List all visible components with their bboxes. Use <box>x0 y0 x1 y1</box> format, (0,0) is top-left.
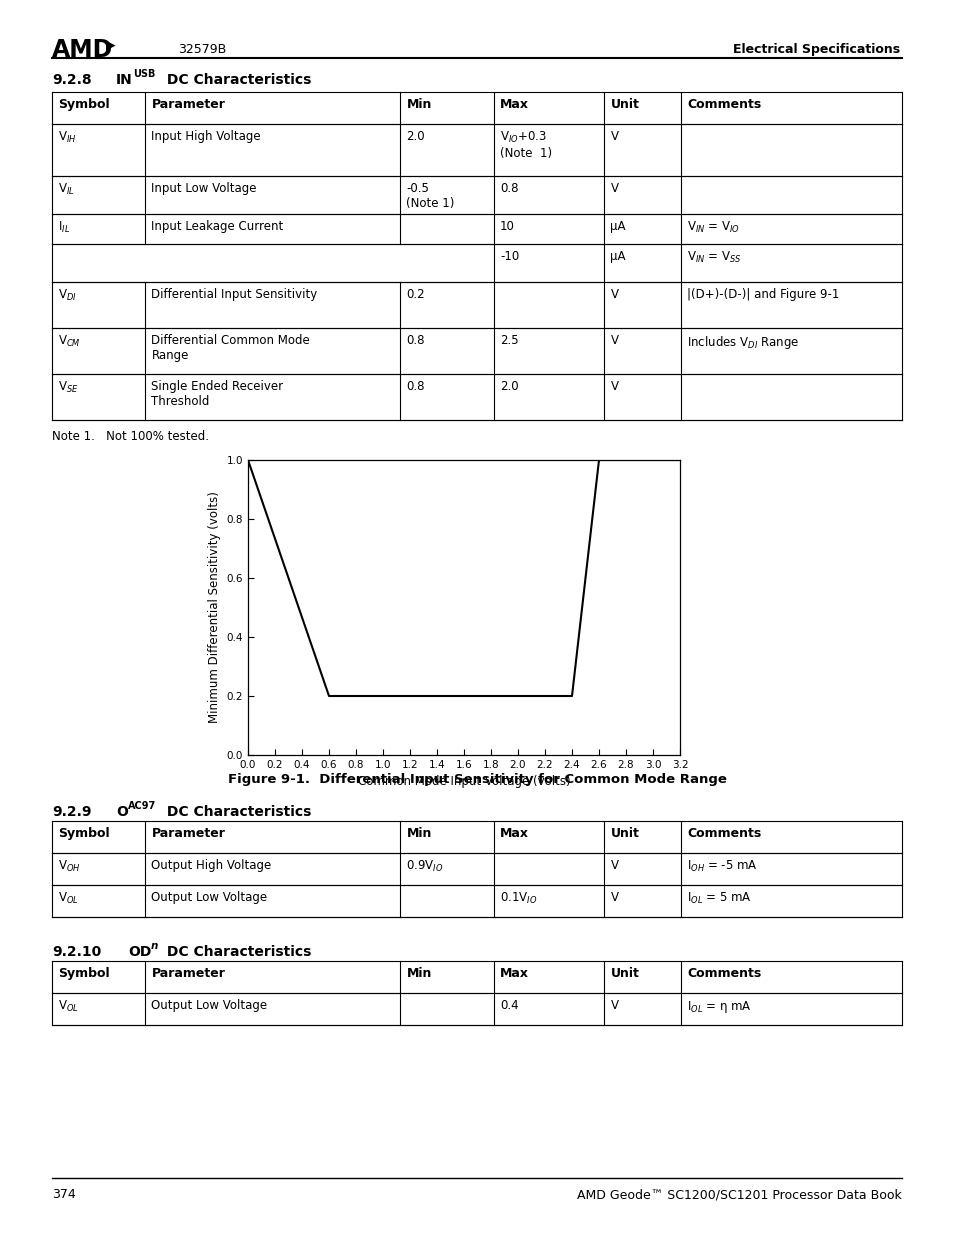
Text: OD: OD <box>128 945 152 960</box>
Text: Unit: Unit <box>610 98 639 111</box>
Text: V$_{OL}$: V$_{OL}$ <box>58 890 79 906</box>
Text: Output Low Voltage: Output Low Voltage <box>152 999 268 1011</box>
Text: V$_{IL}$: V$_{IL}$ <box>58 182 74 198</box>
Text: 32579B: 32579B <box>178 43 226 56</box>
Text: Includes V$_{DI}$ Range: Includes V$_{DI}$ Range <box>686 333 799 351</box>
Text: ▶: ▶ <box>106 38 115 51</box>
Text: V$_{SE}$: V$_{SE}$ <box>58 380 78 395</box>
Text: n: n <box>151 941 158 951</box>
Text: Symbol: Symbol <box>58 967 110 981</box>
Text: 9.2.8: 9.2.8 <box>52 73 91 86</box>
Text: V: V <box>610 182 618 195</box>
Text: Parameter: Parameter <box>152 827 225 840</box>
Text: V$_{IN}$ = V$_{IO}$: V$_{IN}$ = V$_{IO}$ <box>686 220 740 235</box>
Text: Symbol: Symbol <box>58 98 110 111</box>
Text: USB: USB <box>132 69 155 79</box>
Text: V: V <box>610 333 618 347</box>
Text: Output Low Voltage: Output Low Voltage <box>152 890 268 904</box>
Text: Comments: Comments <box>686 827 760 840</box>
Text: 9.2.9: 9.2.9 <box>52 805 91 819</box>
Text: AMD Geode™ SC1200/SC1201 Processor Data Book: AMD Geode™ SC1200/SC1201 Processor Data … <box>577 1188 901 1200</box>
Text: Symbol: Symbol <box>58 827 110 840</box>
Text: 0.8: 0.8 <box>499 182 518 195</box>
Text: 0.8: 0.8 <box>406 333 424 347</box>
Text: 2.0: 2.0 <box>499 380 518 393</box>
Text: -0.5
(Note 1): -0.5 (Note 1) <box>406 182 455 210</box>
Text: O: O <box>116 805 128 819</box>
Text: I$_{OL}$ = η mA: I$_{OL}$ = η mA <box>686 999 751 1015</box>
Text: V: V <box>610 380 618 393</box>
Text: Input Leakage Current: Input Leakage Current <box>152 220 283 233</box>
Text: |(D+)-(D-)| and Figure 9-1: |(D+)-(D-)| and Figure 9-1 <box>686 288 839 301</box>
Text: Output High Voltage: Output High Voltage <box>152 860 272 872</box>
Text: Max: Max <box>499 827 529 840</box>
Text: V$_{IH}$: V$_{IH}$ <box>58 130 76 144</box>
Text: μA: μA <box>610 220 625 233</box>
Text: Single Ended Receiver
Threshold: Single Ended Receiver Threshold <box>152 380 283 408</box>
Text: DC Characteristics: DC Characteristics <box>162 945 311 960</box>
Text: -10: -10 <box>499 249 518 263</box>
Text: V: V <box>610 130 618 143</box>
Text: Parameter: Parameter <box>152 967 225 981</box>
Text: Comments: Comments <box>686 98 760 111</box>
Text: Input Low Voltage: Input Low Voltage <box>152 182 256 195</box>
X-axis label: Common Mode Input Voltage (volts): Common Mode Input Voltage (volts) <box>357 776 570 788</box>
Text: Differential Input Sensitivity: Differential Input Sensitivity <box>152 288 317 301</box>
Text: V$_{IN}$ = V$_{SS}$: V$_{IN}$ = V$_{SS}$ <box>686 249 741 266</box>
Text: 0.1V$_{IO}$: 0.1V$_{IO}$ <box>499 890 537 906</box>
Text: V: V <box>610 999 618 1011</box>
Text: Unit: Unit <box>610 827 639 840</box>
Text: μA: μA <box>610 249 625 263</box>
Text: 0.9V$_{IO}$: 0.9V$_{IO}$ <box>406 860 443 874</box>
Text: Note 1.   Not 100% tested.: Note 1. Not 100% tested. <box>52 430 209 443</box>
Text: Min: Min <box>406 967 432 981</box>
Text: Unit: Unit <box>610 967 639 981</box>
Text: Min: Min <box>406 98 432 111</box>
Text: AC97: AC97 <box>128 802 156 811</box>
Text: 374: 374 <box>52 1188 75 1200</box>
Text: V: V <box>610 288 618 301</box>
Text: I$_{IL}$: I$_{IL}$ <box>58 220 71 235</box>
Text: DC Characteristics: DC Characteristics <box>162 805 311 819</box>
Text: Differential Common Mode
Range: Differential Common Mode Range <box>152 333 310 362</box>
Text: V$_{OH}$: V$_{OH}$ <box>58 860 81 874</box>
Text: 2.0: 2.0 <box>406 130 425 143</box>
Text: Input High Voltage: Input High Voltage <box>152 130 261 143</box>
Text: 0.8: 0.8 <box>406 380 424 393</box>
Text: Max: Max <box>499 967 529 981</box>
Text: Parameter: Parameter <box>152 98 225 111</box>
Text: I$_{OL}$ = 5 mA: I$_{OL}$ = 5 mA <box>686 890 751 906</box>
Text: Figure 9-1.  Differential Input Sensitivity for Common Mode Range: Figure 9-1. Differential Input Sensitivi… <box>228 773 725 785</box>
Text: 10: 10 <box>499 220 515 233</box>
Text: 2.5: 2.5 <box>499 333 518 347</box>
Text: IN: IN <box>116 73 132 86</box>
Text: 0.2: 0.2 <box>406 288 425 301</box>
Text: V$_{IO}$+0.3
(Note  1): V$_{IO}$+0.3 (Note 1) <box>499 130 552 161</box>
Text: DC Characteristics: DC Characteristics <box>162 73 311 86</box>
Text: V$_{OL}$: V$_{OL}$ <box>58 999 79 1014</box>
Text: 9.2.10: 9.2.10 <box>52 945 101 960</box>
Text: Max: Max <box>499 98 529 111</box>
Text: I$_{OH}$ = -5 mA: I$_{OH}$ = -5 mA <box>686 860 757 874</box>
Text: AMD: AMD <box>52 38 113 62</box>
Text: Electrical Specifications: Electrical Specifications <box>732 43 899 56</box>
Y-axis label: Minimum Differential Sensitivity (volts): Minimum Differential Sensitivity (volts) <box>208 492 221 724</box>
Text: Comments: Comments <box>686 967 760 981</box>
Text: V: V <box>610 890 618 904</box>
Text: 0.4: 0.4 <box>499 999 518 1011</box>
Text: V$_{CM}$: V$_{CM}$ <box>58 333 81 350</box>
Text: V: V <box>610 860 618 872</box>
Text: V$_{DI}$: V$_{DI}$ <box>58 288 76 303</box>
Text: Min: Min <box>406 827 432 840</box>
